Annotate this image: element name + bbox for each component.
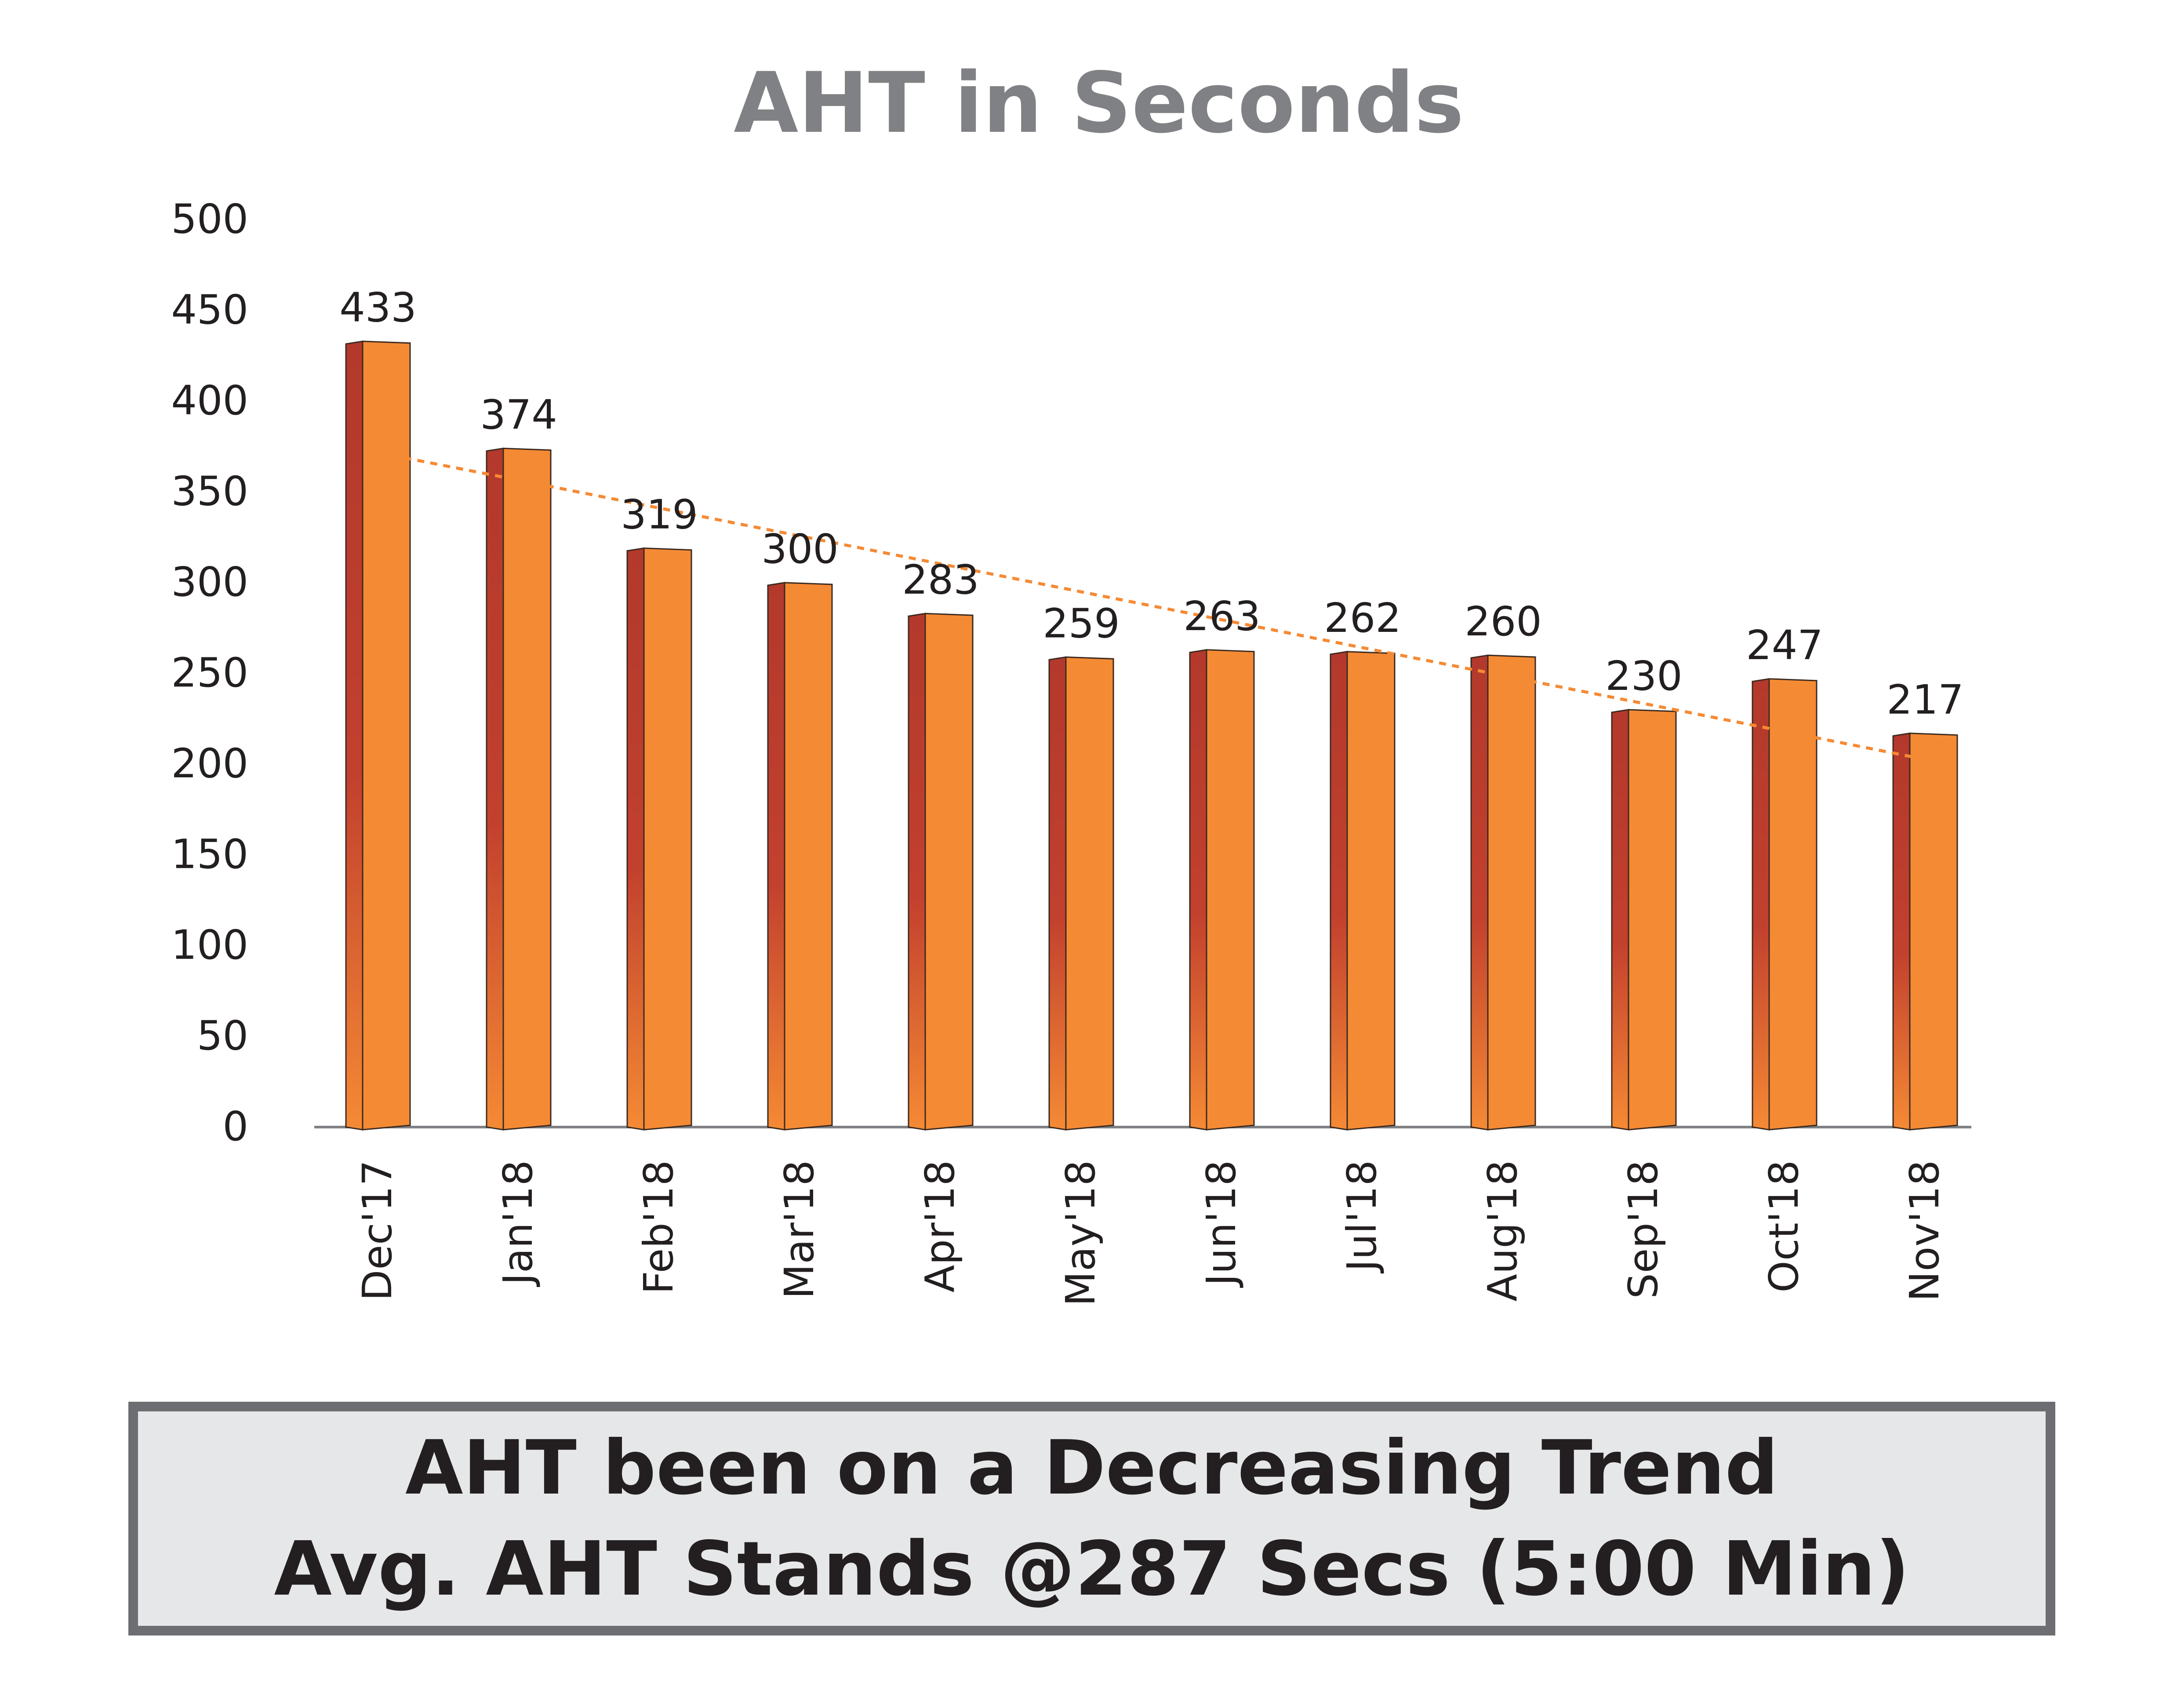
bar xyxy=(1189,649,1255,1131)
data-label: 283 xyxy=(902,556,979,603)
bar-front-face xyxy=(784,582,833,1131)
summary-line-2: Avg. AHT Stands @287 Secs (5:00 Min) xyxy=(274,1526,1910,1613)
y-tick-label: 200 xyxy=(171,740,248,787)
bar xyxy=(1752,678,1818,1131)
y-tick-label: 100 xyxy=(171,921,248,968)
chart-title: AHT in Seconds xyxy=(734,54,1464,152)
x-tick-label: Aug'18 xyxy=(1479,1160,1526,1302)
bar-front-face xyxy=(1768,678,1818,1131)
data-label: 247 xyxy=(1746,622,1823,669)
bar-front-face xyxy=(924,613,974,1131)
bar-front-face xyxy=(362,341,411,1131)
data-label: 260 xyxy=(1465,598,1542,645)
y-tick-label: 400 xyxy=(171,377,248,424)
x-tick-label: Oct'18 xyxy=(1760,1160,1807,1292)
data-label: 300 xyxy=(761,526,839,573)
bar xyxy=(1611,709,1677,1131)
x-tick-label: Jun'18 xyxy=(1198,1160,1245,1288)
y-tick-label: 450 xyxy=(171,286,248,334)
bar-side-face xyxy=(345,340,364,1131)
bar-side-face xyxy=(1611,709,1629,1131)
y-tick-label: 350 xyxy=(171,468,248,515)
x-tick-label: Jul'18 xyxy=(1338,1160,1385,1273)
bar-side-face xyxy=(1752,678,1770,1131)
bar xyxy=(1048,656,1114,1131)
bar-side-face xyxy=(486,447,504,1131)
bar-side-face xyxy=(1189,649,1207,1131)
data-labels: 433 374 319 300 283 259 263 262 260 230 247 217 xyxy=(339,284,1964,723)
summary-line-1: AHT been on a Decreasing Trend xyxy=(405,1425,1778,1512)
data-label: 262 xyxy=(1324,595,1401,642)
x-tick-label: Apr'18 xyxy=(916,1160,963,1293)
y-tick-label: 300 xyxy=(171,558,248,606)
bar-front-face xyxy=(1487,654,1536,1131)
bar-front-face xyxy=(1628,709,1677,1131)
bar xyxy=(908,613,974,1131)
bar-front-face xyxy=(502,447,552,1131)
data-label: 217 xyxy=(1887,676,1964,723)
bar xyxy=(1470,654,1536,1131)
y-tick-label: 150 xyxy=(171,831,248,878)
bar-front-face xyxy=(643,547,692,1131)
data-label: 263 xyxy=(1183,593,1261,640)
bar-side-face xyxy=(1048,656,1067,1131)
bar-side-face xyxy=(908,613,926,1131)
bar xyxy=(486,447,552,1131)
x-tick-label: Sep'18 xyxy=(1620,1160,1667,1299)
x-tick-label: Feb'18 xyxy=(635,1160,682,1294)
x-tick-label: Mar'18 xyxy=(776,1160,823,1299)
bar-front-face xyxy=(1909,733,1958,1131)
x-tick-label: May'18 xyxy=(1057,1160,1104,1306)
data-label: 433 xyxy=(339,284,417,331)
summary-box: AHT been on a Decreasing Trend Avg. AHT … xyxy=(128,1402,2055,1635)
bar xyxy=(1892,733,1958,1131)
x-tick-label: Nov'18 xyxy=(1901,1160,1948,1302)
bar-front-face xyxy=(1206,649,1255,1131)
y-tick-label: 250 xyxy=(171,649,248,696)
bar-front-face xyxy=(1065,656,1114,1131)
y-tick-label: 0 xyxy=(222,1103,248,1150)
data-label: 259 xyxy=(1043,600,1120,647)
bar-side-face xyxy=(626,547,645,1131)
bar-series xyxy=(345,340,1958,1131)
x-tick-label: Jan'18 xyxy=(494,1160,542,1287)
x-tick-label: Dec'17 xyxy=(354,1160,401,1301)
y-axis-ticks: 0 50 100 150 200 250 300 350 400 450 500 xyxy=(171,196,248,1150)
bar-side-face xyxy=(1330,651,1348,1131)
bar-side-face xyxy=(1892,733,1911,1131)
y-tick-label: 500 xyxy=(171,196,248,243)
bar-front-face xyxy=(1346,651,1396,1131)
data-label: 374 xyxy=(480,391,557,438)
bar-side-face xyxy=(1470,654,1489,1131)
bar xyxy=(345,340,411,1131)
bar xyxy=(767,582,833,1131)
data-label: 319 xyxy=(621,491,698,538)
y-tick-label: 50 xyxy=(197,1012,248,1059)
bar xyxy=(1330,651,1396,1131)
bar xyxy=(626,547,692,1131)
x-axis-ticks: Dec'17 Jan'18 Feb'18 Mar'18 Apr'18 May'18 Jun'… xyxy=(354,1160,1948,1306)
data-label: 230 xyxy=(1605,653,1683,700)
bar-side-face xyxy=(767,582,785,1131)
